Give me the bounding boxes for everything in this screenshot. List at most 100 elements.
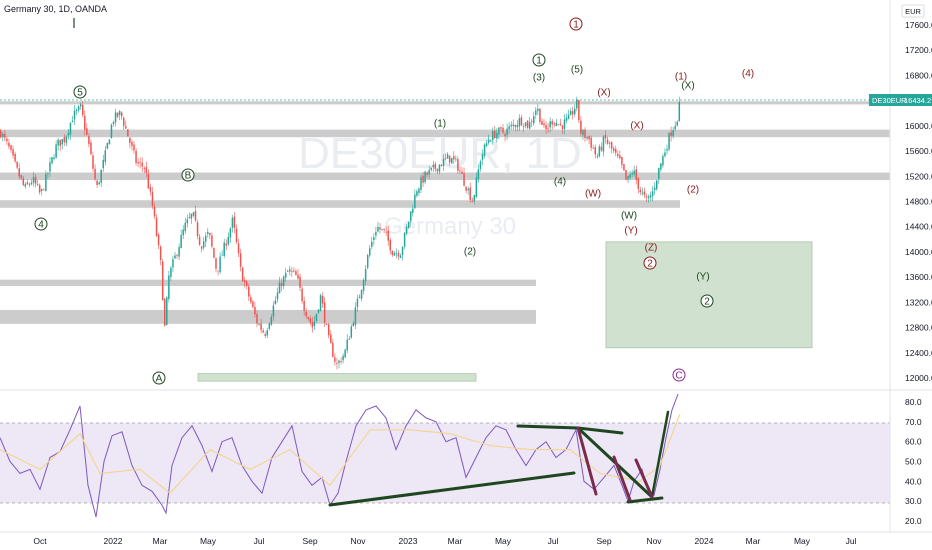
candle-body <box>282 276 285 286</box>
wave-label: (2) <box>687 185 699 196</box>
wave-label-ring <box>34 217 48 231</box>
candle-body <box>252 301 254 308</box>
wave-label: (W) <box>585 189 601 200</box>
candle-body <box>641 192 644 194</box>
candle-body <box>612 148 615 151</box>
candle-body <box>492 131 494 140</box>
candle-body <box>414 194 416 209</box>
candle-body <box>354 307 357 326</box>
zones-layer <box>0 101 890 382</box>
wave-label-ring <box>700 294 714 308</box>
last-price-tag[interactable]: DE30EUR 16434.2 <box>869 94 932 106</box>
candle-body <box>319 295 322 311</box>
wave-label: (1) <box>434 119 446 130</box>
last-price-symbol: DE30EUR <box>872 96 907 105</box>
candle-body <box>512 124 514 127</box>
candle-body <box>375 232 377 236</box>
candle-body <box>168 275 170 300</box>
candle-body <box>557 124 560 126</box>
candle-body <box>422 175 424 183</box>
candle-body <box>465 186 467 191</box>
candle-body <box>424 171 426 183</box>
candle-body <box>651 191 654 197</box>
candle-body <box>391 250 394 256</box>
currency-button[interactable] <box>901 4 925 18</box>
candle-body <box>200 246 203 249</box>
candle-body <box>649 195 652 198</box>
chart-title: Germany 30, 1D, OANDA <box>4 4 107 14</box>
candle-body <box>198 236 201 245</box>
wave-label: (X) <box>630 121 643 132</box>
wave-label: (2) <box>464 247 476 258</box>
candle-body <box>606 139 609 144</box>
candle-body <box>340 361 342 363</box>
wave-label: A <box>156 374 163 385</box>
zone-target <box>605 241 813 349</box>
time-axis-ticks[interactable]: Oct 2022 Mar May Jul Sep Nov 2023 Mar May Jul Sep No… <box>33 536 856 546</box>
candle-body <box>155 217 158 236</box>
candle-body <box>24 184 27 187</box>
candle-body <box>362 280 365 291</box>
candle-body <box>416 191 418 196</box>
candle-body <box>600 146 603 151</box>
candle-body <box>180 234 182 249</box>
candle-body <box>364 269 367 282</box>
candle-body <box>291 271 293 272</box>
candle-body <box>174 255 176 259</box>
zone-resistance <box>0 129 890 138</box>
candle-body <box>127 129 129 137</box>
candle-body <box>444 157 447 159</box>
candle-body <box>98 182 100 185</box>
candle-body <box>664 152 666 157</box>
wave-label: (4) <box>554 177 566 188</box>
candle-body <box>358 296 361 299</box>
candle-body <box>311 321 314 328</box>
candle-body <box>469 187 471 201</box>
candle-body <box>166 297 168 325</box>
candle-body <box>360 289 363 299</box>
candle-body <box>207 231 209 234</box>
candle-body <box>561 125 564 130</box>
candle-body <box>547 128 549 130</box>
candle-body <box>307 317 309 319</box>
wave-label-ring <box>569 17 583 31</box>
candle-body <box>79 104 82 107</box>
candle-body <box>535 110 537 115</box>
candle-body <box>420 177 422 190</box>
zone-support <box>0 200 680 208</box>
candle-body <box>256 314 258 324</box>
candle-body <box>410 211 412 222</box>
candle-body <box>551 121 553 125</box>
candle-body <box>276 292 279 300</box>
candle-body <box>184 222 186 232</box>
candle-body <box>164 298 166 326</box>
time-tick-label: Oct <box>33 536 47 546</box>
price-axis-ticks[interactable]: 12000.0 12400.0 12800.0 13200.0 13600.0 14000… <box>905 20 932 383</box>
candle-body <box>330 334 332 344</box>
candle-body <box>623 164 625 171</box>
rsi-axis-ticks[interactable]: 20.0 30.0 40.0 50.0 60.0 70.0 80.0 <box>905 397 922 526</box>
wave-label: (5) <box>571 65 583 76</box>
wave-label: (1) <box>675 72 687 83</box>
candle-body <box>32 176 35 183</box>
candle-body <box>338 360 340 363</box>
candle-body <box>471 201 473 203</box>
candle-body <box>629 174 631 178</box>
candle-body <box>270 316 273 325</box>
candle-body <box>487 139 490 143</box>
candle-body <box>678 101 681 122</box>
rsi-tick-label: 30.0 <box>905 496 922 506</box>
candle-body <box>153 206 156 217</box>
candle-body <box>662 155 664 166</box>
wave-label: 1 <box>536 56 542 67</box>
price-tick-label: 13600.0 <box>905 272 932 282</box>
wave-label: 1 <box>573 20 579 31</box>
candle-body <box>494 130 496 139</box>
candle-body <box>297 274 299 279</box>
price-tick-label: 12000.0 <box>905 373 932 383</box>
candle-body <box>403 232 406 247</box>
candle-body <box>520 117 523 126</box>
rsi-tick-label: 80.0 <box>905 397 922 407</box>
candle-body <box>104 150 107 162</box>
